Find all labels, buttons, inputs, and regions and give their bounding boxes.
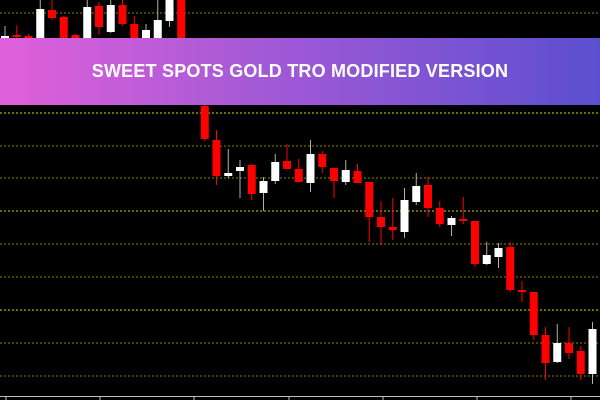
bullish-candle: [153, 20, 162, 38]
bearish-candle: [471, 221, 479, 264]
bearish-candle: [529, 292, 538, 335]
bearish-candle: [294, 169, 303, 182]
bullish-candle: [236, 167, 244, 171]
bearish-candle: [424, 185, 432, 208]
bullish-candle: [494, 248, 503, 257]
bearish-candle: [59, 17, 68, 38]
bullish-candle: [306, 154, 315, 183]
bullish-candle: [400, 200, 409, 232]
banner-title: SWEET SPOTS GOLD TRO MODIFIED VERSION: [91, 61, 509, 81]
bullish-candle: [83, 7, 92, 38]
bearish-candle: [506, 247, 515, 290]
bearish-candle: [388, 227, 397, 230]
bullish-candle: [341, 170, 350, 182]
bearish-candle: [377, 217, 385, 227]
bearish-candle: [177, 0, 186, 38]
bearish-candle: [71, 35, 80, 38]
bearish-candle: [247, 165, 256, 194]
bearish-candle: [12, 35, 21, 37]
bullish-candle: [142, 30, 150, 38]
bullish-candle: [588, 329, 597, 374]
bearish-candle: [48, 10, 56, 18]
bullish-candle: [165, 0, 174, 21]
bearish-candle: [365, 182, 374, 217]
bearish-candle: [353, 171, 362, 183]
bearish-candle: [200, 106, 209, 139]
bearish-candle: [330, 168, 338, 181]
bearish-candle: [212, 140, 221, 176]
bearish-candle: [318, 154, 327, 167]
bullish-candle: [447, 218, 456, 225]
bearish-candle: [283, 161, 291, 169]
bearish-candle: [95, 6, 103, 27]
bullish-candle: [106, 5, 115, 32]
bullish-candle: [271, 162, 280, 181]
bearish-candle: [565, 343, 573, 353]
bearish-candle: [576, 351, 585, 374]
bullish-candle: [1, 36, 9, 38]
bullish-candle: [482, 255, 491, 264]
bullish-candle: [259, 181, 268, 193]
bullish-candle: [553, 343, 562, 362]
bullish-candle: [224, 173, 233, 176]
bearish-candle: [118, 5, 127, 24]
bullish-candle: [36, 9, 45, 38]
bearish-candle: [518, 290, 526, 292]
title-banner: SWEET SPOTS GOLD TRO MODIFIED VERSION: [0, 38, 600, 105]
bearish-candle: [459, 219, 468, 221]
bullish-candle: [412, 186, 421, 202]
bearish-candle: [541, 335, 550, 363]
bearish-candle: [130, 24, 139, 38]
bearish-candle: [435, 208, 444, 224]
bearish-candle: [24, 36, 33, 38]
